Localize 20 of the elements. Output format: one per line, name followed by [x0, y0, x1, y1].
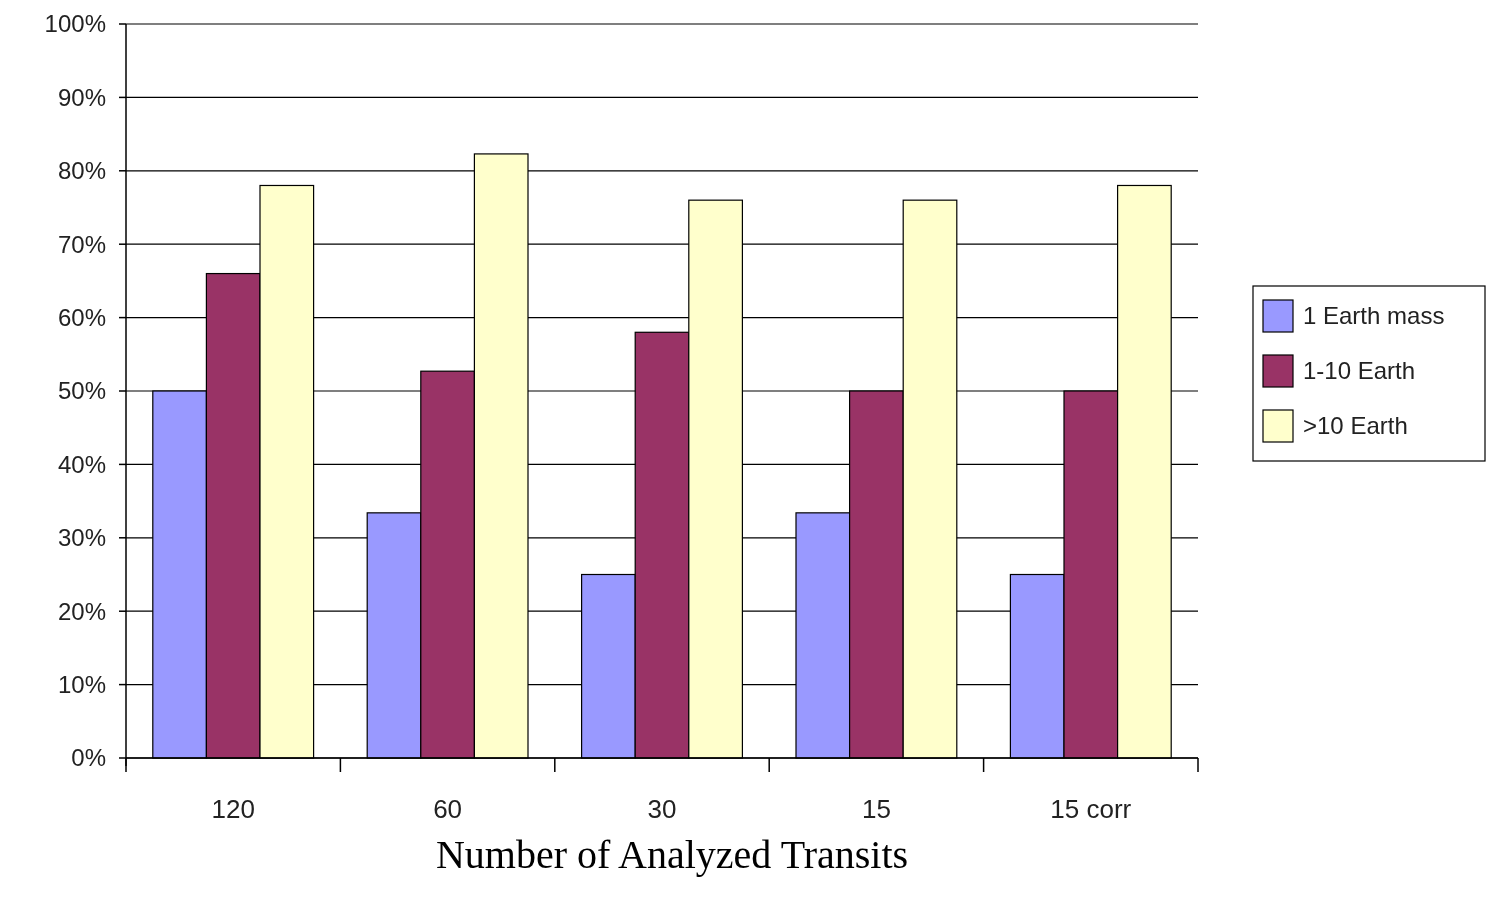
y-tick-label: 100%	[44, 10, 106, 38]
x-tick-label: 15 corr	[1050, 794, 1132, 824]
x-tick-label: 30	[647, 794, 677, 824]
y-tick-label: 70%	[57, 230, 106, 258]
legend-label: 1 Earth mass	[1303, 302, 1445, 330]
y-tick-label: 60%	[57, 304, 106, 331]
y-tick-label: 20%	[57, 597, 106, 625]
y-tick-label: 30%	[57, 524, 106, 552]
y-tick-label: 80%	[57, 157, 106, 185]
y-tick-label: 90%	[57, 83, 106, 111]
legend-label: 1-10 Earth	[1303, 357, 1416, 385]
x-tick-label: 120	[211, 794, 255, 824]
x-axis-title: Number of Analyzed Transits	[435, 832, 909, 877]
x-tick-label: 15	[861, 794, 891, 824]
x-tick-label: 60	[433, 794, 463, 824]
y-tick-label: 0%	[71, 744, 106, 772]
y-tick-label: 40%	[57, 450, 106, 478]
y-tick-label: 10%	[57, 671, 106, 698]
legend-label: >10 Earth	[1303, 412, 1408, 440]
y-tick-label: 50%	[57, 377, 106, 405]
